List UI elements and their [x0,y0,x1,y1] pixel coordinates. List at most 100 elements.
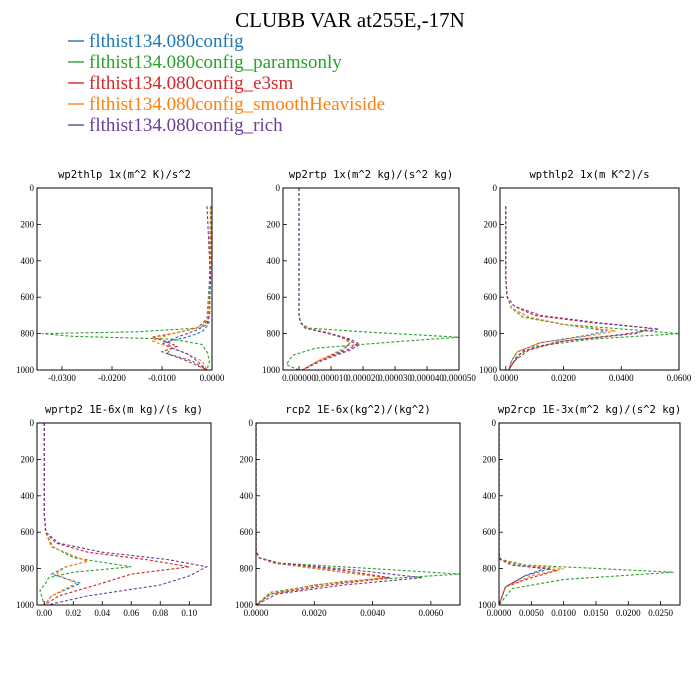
plot-frame [499,187,680,371]
x-tick-label: 0.02 [65,608,81,618]
x-tick-label: 0.0000 [487,608,512,618]
y-tick-label: 800 [484,329,498,339]
series-line [43,423,209,605]
x-tick-label: 0.000030 [378,373,412,383]
y-tick-label: 1000 [262,365,281,375]
y-tick-label: 200 [484,219,498,229]
x-tick-label: 0.0200 [616,608,641,618]
y-tick-label: 400 [483,491,497,501]
x-tick-label: 0.0400 [609,373,634,383]
y-tick-label: 0 [249,418,254,428]
series-line [505,206,679,370]
legend-entry: flthist134.080config_e3sm [68,73,293,94]
series-line [256,423,423,605]
x-tick-label: -0.0200 [98,373,126,383]
y-tick-label: 1000 [478,600,497,610]
x-tick-label: 0.000050 [442,373,476,383]
legend-entry: flthist134.080config_rich [68,115,283,136]
y-tick-label: 800 [483,564,497,574]
series-line [499,423,545,605]
legend-entry: flthist134.080config_smoothHeaviside [68,94,385,115]
y-tick-label: 800 [240,564,254,574]
legend-label: flthist134.080config_rich [89,115,283,136]
series-line [505,206,651,370]
y-tick-label: 1000 [479,365,498,375]
series-line [43,423,90,605]
y-tick-label: 600 [21,527,35,537]
y-tick-label: 400 [240,491,254,501]
x-tick-label: 0.000040 [410,373,444,383]
x-tick-label: 0.000000 [282,373,316,383]
panel-1: wp2thlp 1x(m^2 K)/s^2 0 200 400 600 800 1000 -0… [16,169,225,383]
y-tick-label: 0 [492,418,497,428]
plot-frame [282,187,460,371]
series-line [298,188,351,370]
x-tick-label: 0.0000 [493,373,518,383]
series-line [285,188,459,370]
series-line [41,206,212,370]
panel-title: wpthlp2 1x(m K^2)/s [529,169,649,181]
x-tick-label: 0.0000 [244,608,269,618]
y-tick-label: 600 [484,292,498,302]
y-tick-label: 0 [30,183,35,193]
panel-2: wp2rtp 1x(m^2 kg)/(s^2 kg) 0 200 400 600 800 1… [262,169,476,383]
panel-5: rcp2 1E-6x(kg^2)/(kg^2) 0 200 400 600 800 1000… [235,404,461,618]
y-tick-label: 400 [484,256,498,266]
x-tick-label: 0.000010 [314,373,348,383]
plot-frame [255,422,461,606]
y-tick-label: 0 [276,183,281,193]
y-tick-label: 400 [21,256,35,266]
panel-title: rcp2 1E-6x(kg^2)/(kg^2) [285,404,430,416]
plot-frame [36,187,213,371]
legend-label: flthist134.080config_paramsonly [89,52,342,73]
y-tick-label: 800 [267,329,281,339]
panel-4: wprtp2 1E-6x(m kg)/(s kg) 0 200 400 600 800 10… [16,404,212,618]
y-tick-label: 200 [21,219,35,229]
series-line [505,206,659,370]
y-tick-label: 200 [240,454,254,464]
legend-label: flthist134.080config_e3sm [89,73,293,94]
panel-title: wprtp2 1E-6x(m kg)/(s kg) [45,404,203,416]
series-line [151,206,212,370]
x-tick-label: 0.0600 [667,373,692,383]
y-tick-label: 1000 [16,600,35,610]
x-tick-label: 0.0040 [360,608,385,618]
legend-label: flthist134.080config_smoothHeaviside [89,94,385,115]
legend-entry: flthist134.080config_paramsonly [68,52,342,73]
figure-title: CLUBB VAR at255E,-17N [235,8,465,32]
series-line [166,206,212,370]
x-tick-label: 0.0250 [648,608,673,618]
series-line [256,423,391,605]
series-line [298,188,358,370]
x-tick-label: -0.0300 [48,373,76,383]
series-line [256,423,460,605]
x-tick-label: 0.06 [123,608,139,618]
x-tick-label: 0.000020 [346,373,380,383]
y-tick-label: 600 [267,292,281,302]
x-tick-label: 0.0200 [551,373,576,383]
x-tick-label: -0.0100 [148,373,176,383]
y-tick-label: 200 [21,454,35,464]
y-tick-label: 1000 [235,600,254,610]
y-tick-label: 400 [267,256,281,266]
y-tick-label: 600 [21,292,35,302]
legend-label: flthist134.080config [89,31,244,52]
panel-title: wp2thlp 1x(m^2 K)/s^2 [58,169,191,181]
panel-title: wp2rtp 1x(m^2 kg)/(s^2 kg) [289,169,453,181]
x-tick-label: 0.00 [36,608,52,618]
plot-frame [36,422,212,606]
panel-3: wpthlp2 1x(m K^2)/s 0 200 400 600 800 10000.00… [479,169,692,383]
y-tick-label: 200 [267,219,281,229]
y-tick-label: 600 [483,527,497,537]
x-tick-label: 0.0000 [200,373,225,383]
series-line [256,423,385,605]
series-line [256,423,388,605]
legend: flthist134.080configflthist134.080config… [68,31,385,136]
x-tick-label: 0.04 [94,608,110,618]
plot-frame [498,422,681,606]
panel-6: wp2rcp 1E-3x(m^2 kg)/(s^2 kg)0 200 400 600 8… [478,404,681,618]
y-tick-label: 400 [21,491,35,501]
series-line [39,423,132,605]
series-line [499,423,674,605]
series-line [43,423,190,605]
